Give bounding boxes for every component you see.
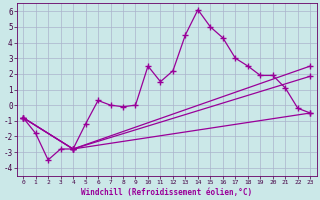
X-axis label: Windchill (Refroidissement éolien,°C): Windchill (Refroidissement éolien,°C) (81, 188, 252, 197)
